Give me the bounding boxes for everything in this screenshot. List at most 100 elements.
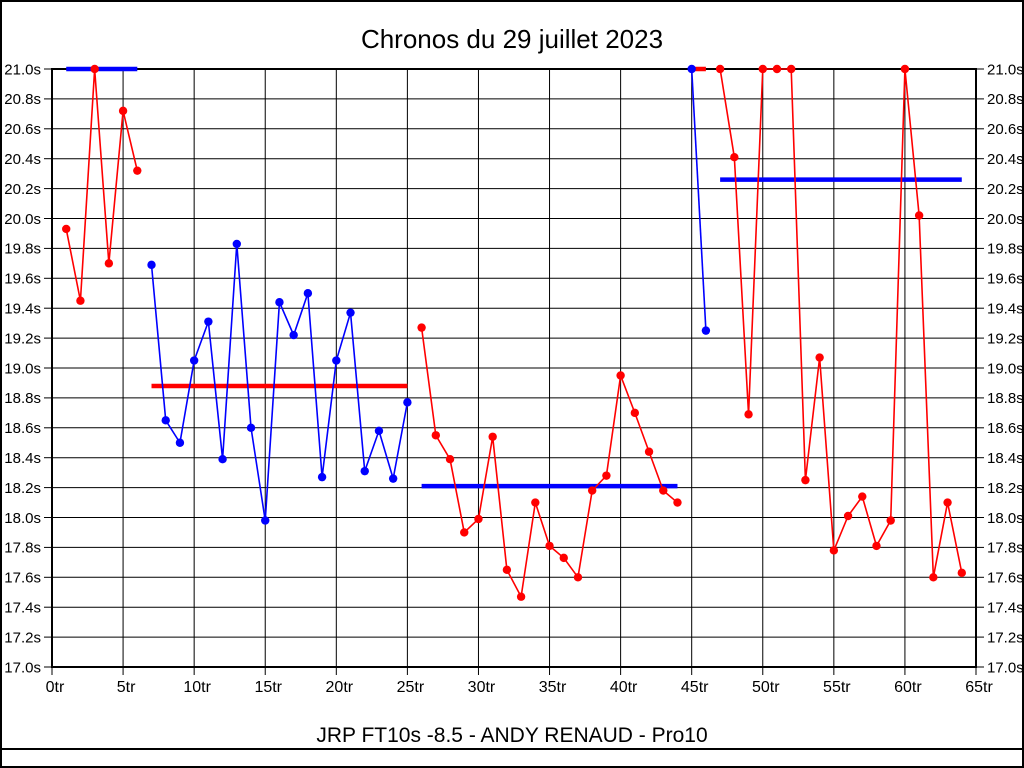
x-axis-label: 30tr [468, 679, 496, 696]
serie-5-red-point [787, 64, 796, 74]
serie-3-red-point [644, 447, 654, 456]
serie-2-blue-point [261, 516, 270, 525]
x-axis-label: 15tr [254, 679, 282, 696]
serie-2-blue-point [175, 438, 185, 447]
y-axis-label-right: 17.0s [987, 659, 1024, 676]
y-axis-label-left: 17.2s [4, 629, 41, 646]
serie-5-red-line [719, 68, 963, 578]
serie-5-red-point [715, 64, 725, 74]
y-axis-label-left: 18.8s [4, 390, 41, 407]
serie-3-red-point [431, 431, 441, 440]
serie-3-red-point [616, 371, 625, 380]
serie-5-red-point [943, 498, 952, 507]
y-axis-label-right: 18.4s [987, 450, 1024, 467]
serie-2-blue-point [346, 308, 355, 317]
serie-5-red-point [758, 64, 767, 74]
serie-2-blue-point [332, 356, 341, 365]
serie-2-blue-point [303, 289, 313, 298]
serie-2-blue-point [403, 398, 412, 407]
y-axis-label-right: 19.0s [987, 360, 1024, 377]
serie-3-red-point [659, 486, 668, 495]
y-axis-label-left: 19.4s [4, 300, 41, 317]
x-axis-label: 20tr [326, 679, 354, 696]
y-axis-label-left: 20.6s [4, 121, 41, 138]
serie-3-red-point [488, 432, 497, 441]
y-axis-label-right: 18.2s [987, 480, 1024, 497]
y-axis-label-left: 20.4s [4, 151, 41, 168]
serie-2-blue-point [360, 466, 369, 476]
y-axis-label-left: 19.6s [4, 271, 41, 288]
serie-3-red-point [602, 471, 611, 480]
x-axis-label: 5tr [117, 679, 136, 696]
chart-title: Chronos du 29 juillet 2023 [360, 24, 664, 54]
serie-5-red-point [929, 573, 938, 582]
y-axis-label-right: 17.2s [987, 629, 1024, 646]
y-axis-label-left: 18.2s [4, 480, 41, 497]
x-axis-label: 10tr [183, 679, 211, 696]
y-axis-label-right: 17.8s [987, 540, 1024, 557]
serie-3-red-point [460, 528, 469, 537]
y-axis-label-left: 20.2s [4, 181, 41, 198]
serie-2-blue-point [374, 426, 384, 435]
x-axis-label: 55tr [823, 679, 851, 696]
y-axis-label-right: 21.0s [987, 61, 1024, 78]
serie-3-red-point [673, 498, 682, 507]
serie-3-red-point [630, 408, 640, 418]
y-axis-label-right: 19.2s [987, 330, 1024, 347]
y-axis-label-left: 17.8s [4, 540, 41, 557]
x-axis-label: 60tr [894, 679, 922, 696]
y-axis-label-left: 18.4s [4, 450, 41, 467]
y-axis-label-left: 20.0s [4, 211, 41, 228]
serie-5-red-point [801, 475, 810, 485]
serie-5-red-point [957, 568, 966, 578]
serie-5-red-point [744, 410, 753, 419]
y-axis-label-right: 18.6s [987, 420, 1024, 437]
serie-5-red-point [843, 511, 853, 521]
serie-2-blue-point [388, 474, 398, 483]
serie-5-red-point [829, 546, 839, 555]
serie-4-blue-point [687, 64, 696, 74]
serie-1-red-point [62, 224, 71, 234]
serie-2-blue-point [232, 239, 241, 249]
y-axis-label-left: 19.2s [4, 330, 41, 347]
serie-3-red-point [545, 541, 554, 551]
plot-frame [51, 68, 977, 668]
serie-2-blue-point [218, 454, 227, 464]
serie-1-red-point [104, 259, 114, 268]
serie-1-red-point [76, 296, 85, 305]
serie-1-red-point [118, 106, 128, 116]
serie-5-red-point [914, 211, 924, 220]
serie-3-red-point [445, 454, 455, 464]
serie-2-blue-point [161, 416, 170, 425]
y-axis-label-right: 20.6s [987, 121, 1024, 138]
panel-divider [2, 748, 1022, 750]
serie-2-blue-point [317, 472, 327, 482]
serie-2-blue-point [204, 317, 213, 326]
x-axis-label: 45tr [681, 679, 709, 696]
x-axis-label: 35tr [539, 679, 567, 696]
serie-2-blue-point [189, 356, 199, 365]
serie-3-red-point [502, 565, 512, 575]
y-axis-label-right: 19.8s [987, 241, 1024, 258]
y-axis-label-right: 20.8s [987, 91, 1024, 108]
x-axis-label: 50tr [752, 679, 780, 696]
serie-5-red-point [886, 516, 895, 525]
serie-3-red-point [573, 573, 583, 582]
serie-5-red-point [872, 541, 881, 551]
y-axis-label-left: 19.8s [4, 241, 41, 258]
serie-4-blue-point [701, 326, 711, 335]
y-axis-label-left: 20.8s [4, 91, 41, 108]
y-axis-label-right: 18.8s [987, 390, 1024, 407]
y-axis-label-right: 20.0s [987, 211, 1024, 228]
serie-3-red-point [516, 592, 526, 601]
serie-5-red-point [730, 153, 739, 162]
y-axis-label-right: 18.0s [987, 510, 1024, 527]
y-axis-label-left: 19.0s [4, 360, 41, 377]
y-axis-label-right: 17.4s [987, 599, 1024, 616]
y-axis-label-left: 17.0s [4, 659, 41, 676]
x-axis-label: 0tr [46, 679, 65, 696]
y-axis-label-right: 20.2s [987, 181, 1024, 198]
serie-5-red-point [772, 64, 782, 74]
